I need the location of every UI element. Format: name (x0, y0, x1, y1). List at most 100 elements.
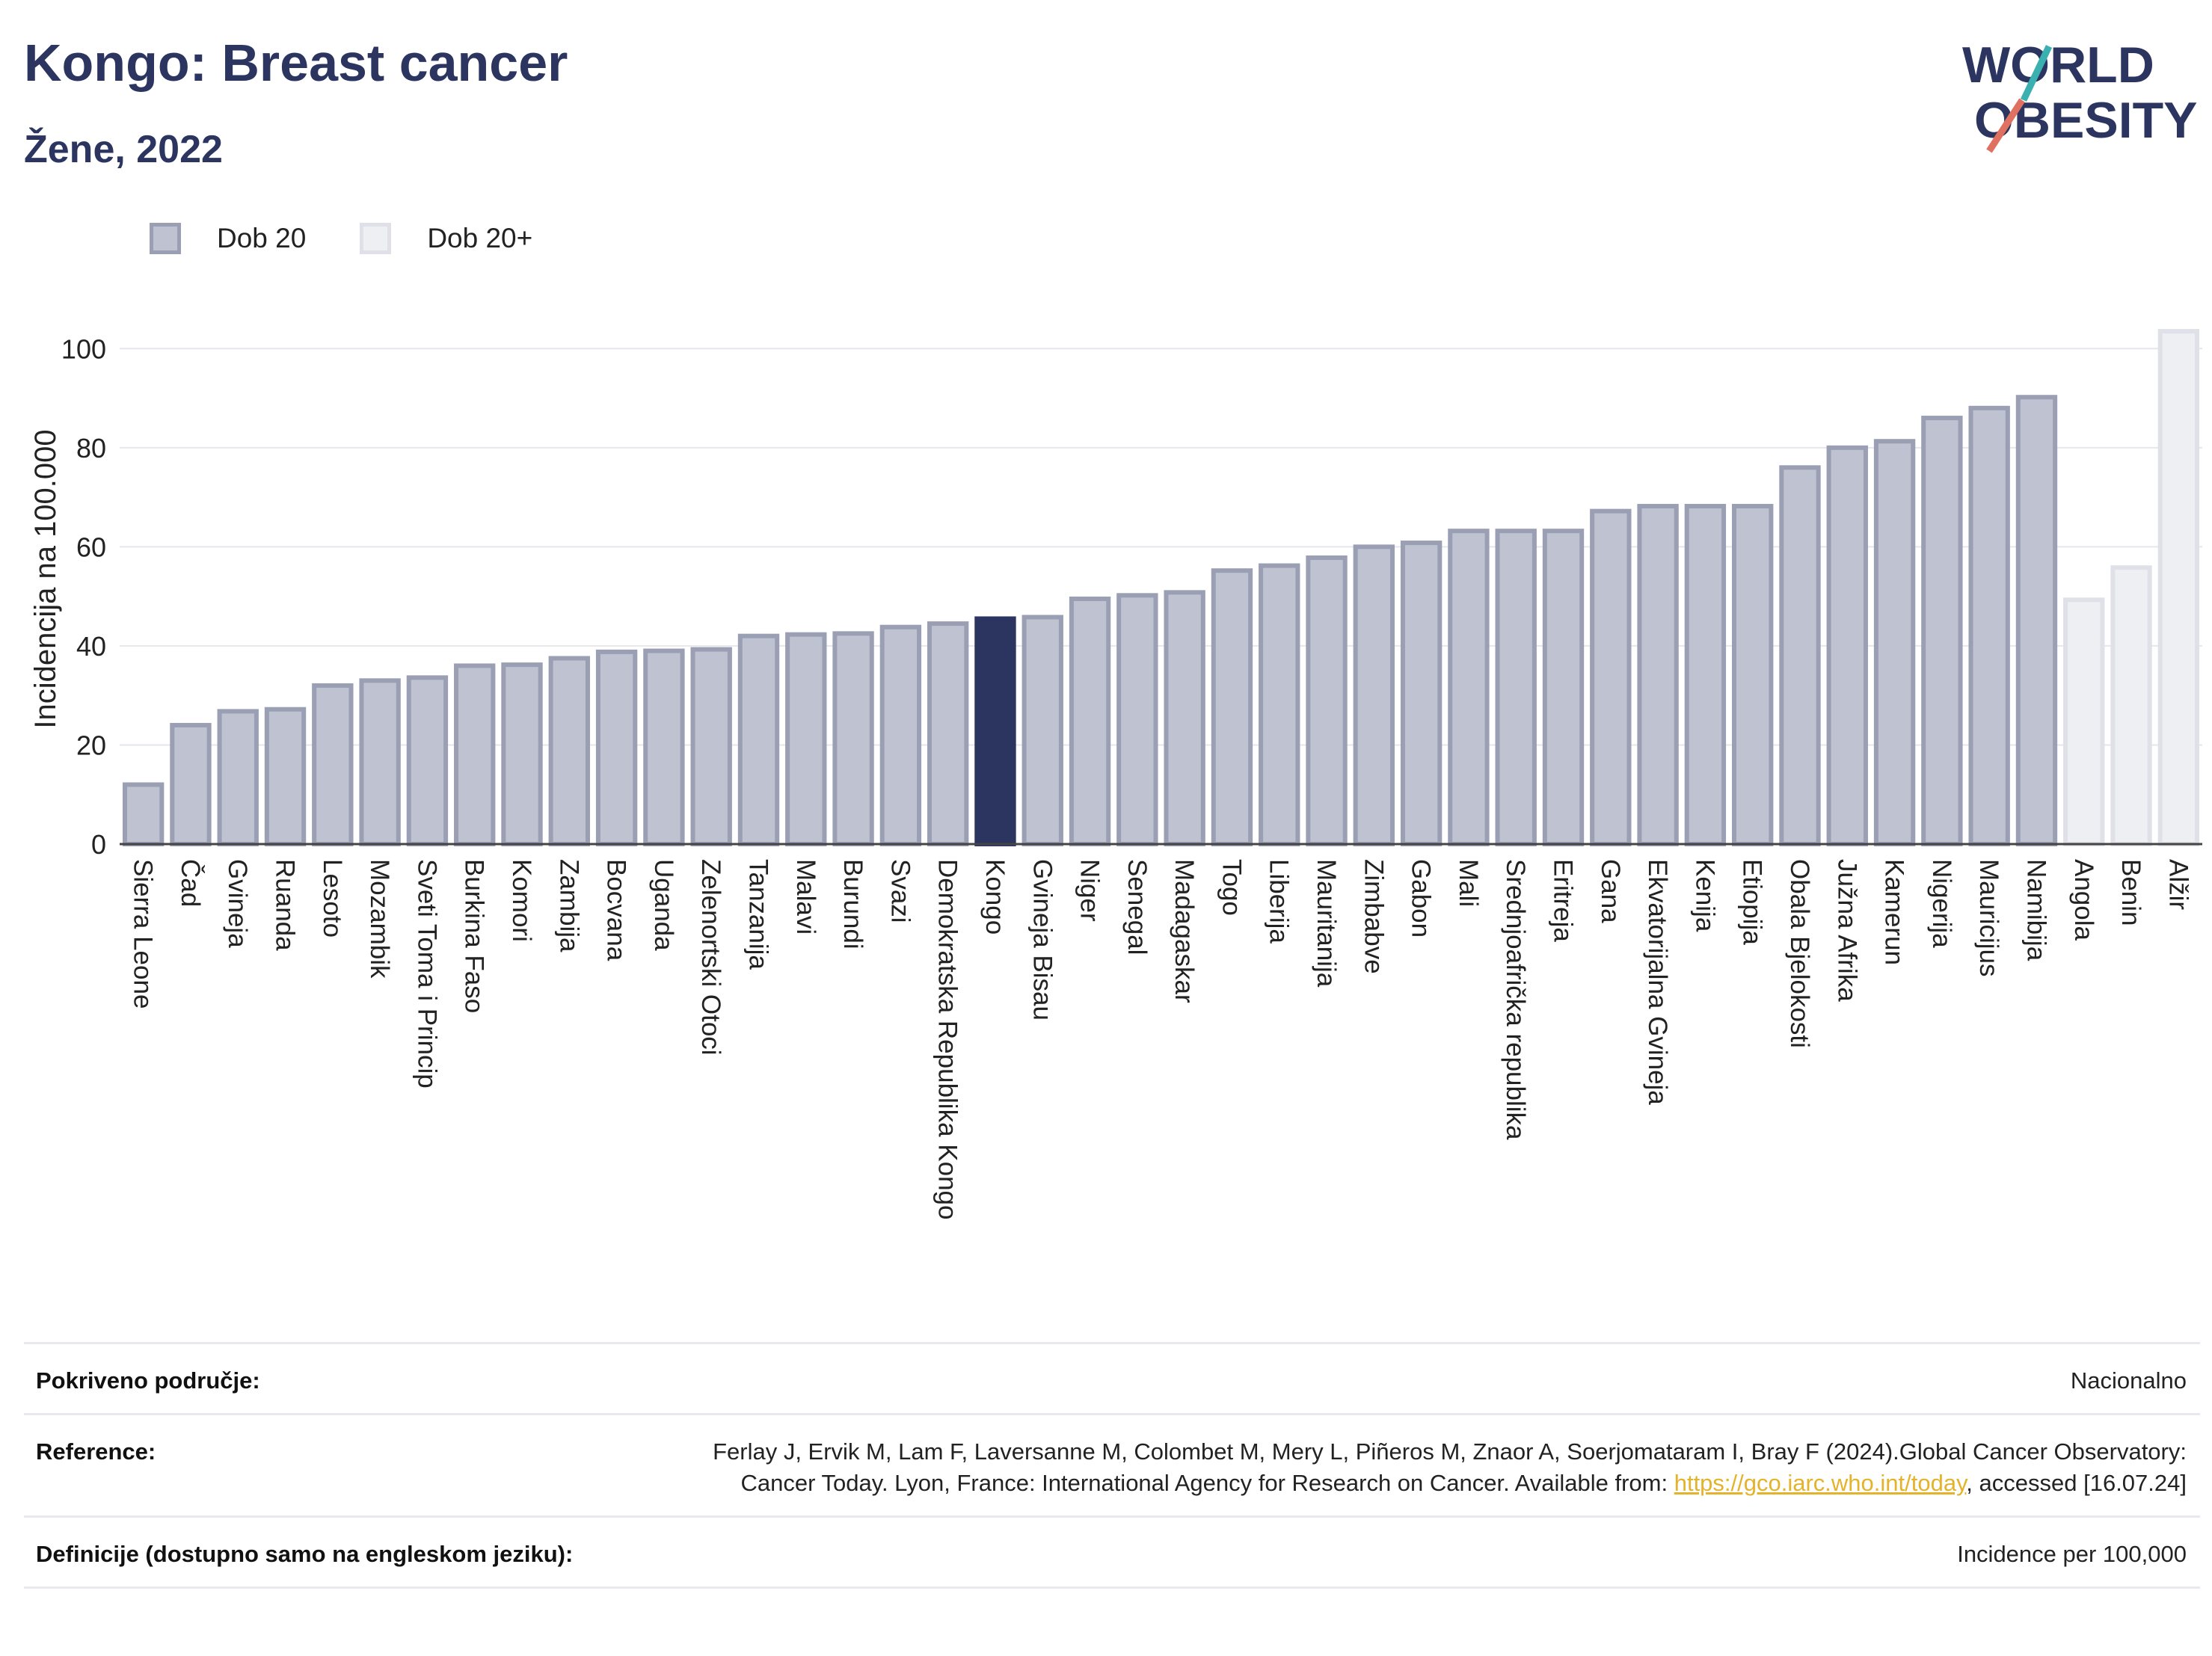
logo-slash-lower (1986, 98, 2025, 153)
bar (927, 621, 969, 846)
bar (595, 649, 638, 846)
y-tick-label: 100 (61, 333, 106, 364)
world-obesity-logo: WORLD OBESITY (1962, 37, 2198, 153)
category-label: Etiopija (1738, 859, 1767, 945)
legend-label-dob20: Dob 20 (217, 223, 307, 253)
bar (1779, 465, 1821, 846)
reference-accessed: , accessed [16.07.24] (1966, 1470, 2187, 1496)
y-tick-label: 60 (76, 532, 106, 562)
y-tick-label: 0 (91, 829, 106, 860)
category-label: Gabon (1407, 859, 1436, 938)
category-label: Liberija (1265, 859, 1294, 944)
info-table: Pokriveno područje: Nacionalno Reference… (24, 1342, 2200, 1589)
bar (170, 722, 212, 846)
bar (737, 633, 780, 846)
legend-label-dob20plus: Dob 20+ (427, 223, 533, 253)
bar (1211, 568, 1253, 846)
legend: Dob 20 Dob 20+ (150, 223, 586, 254)
category-label: Sierra Leone (129, 859, 158, 1009)
category-label: Niger (1075, 859, 1105, 922)
legend-item-dob20plus[interactable]: Dob 20+ (360, 223, 532, 254)
category-label: Čad (176, 859, 205, 907)
category-label: Nigerija (1927, 859, 1956, 948)
category-label: Srednjoafrička republika (1501, 859, 1530, 1140)
bar (690, 647, 732, 846)
category-label: Alžir (2163, 859, 2193, 910)
category-label: Burkina Faso (460, 859, 489, 1013)
bar (264, 707, 307, 846)
bar (2015, 395, 2058, 847)
bar (548, 656, 590, 846)
bar (1921, 416, 1963, 846)
bar (1590, 508, 1632, 846)
category-label: Obala Bjelokosti (1785, 859, 1814, 1048)
logo-slash-upper (2020, 45, 2053, 102)
info-value-coverage: Nacionalno (2070, 1367, 2187, 1394)
category-label: Namibija (2021, 859, 2050, 961)
bar (2063, 597, 2105, 846)
bar (1400, 541, 1443, 846)
bar (1353, 544, 1395, 846)
category-label: Kenija (1690, 859, 1719, 932)
y-axis-title: Incidencija na 100.000 (29, 429, 62, 728)
category-label: Mozambik (365, 859, 394, 979)
reference-link[interactable]: https://gco.iarc.who.int/today (1674, 1470, 1967, 1496)
bar (1164, 590, 1205, 846)
category-label: Malavi (791, 859, 820, 935)
category-label: Mauritanija (1312, 859, 1341, 988)
bar-chart: 0 20 40 60 80 100 Incidencija na 100.000 Sierra… (29, 329, 2202, 1219)
info-key-definitions: Definicije (dostupno samo na engleskom j… (36, 1541, 574, 1567)
bar (122, 782, 165, 846)
category-label: Demokratska Republika Kongo (933, 859, 962, 1219)
category-label: Lesoto (318, 859, 347, 938)
bar (217, 709, 259, 847)
category-label: Senegal (1122, 859, 1152, 955)
category-label: Zambija (554, 859, 583, 952)
category-label: Zimbabve (1359, 859, 1388, 974)
legend-swatch-dob20 (150, 223, 181, 254)
category-label: Madagaskar (1170, 859, 1199, 1003)
bar (1069, 596, 1111, 846)
info-row-coverage: Pokriveno područje: Nacionalno (24, 1342, 2200, 1413)
bar (1116, 593, 1158, 846)
bar (1542, 529, 1585, 846)
bar (1306, 555, 1348, 846)
bar (1732, 504, 1774, 846)
y-tick-label: 20 (76, 730, 106, 760)
y-tick-label: 80 (76, 433, 106, 464)
category-label: Južna Afrika (1832, 859, 1861, 1002)
bar (974, 616, 1016, 846)
category-label: Sveti Toma i Princip (412, 859, 441, 1089)
category-label: Uganda (649, 859, 678, 951)
info-row-definitions: Definicije (dostupno samo na engleskom j… (24, 1515, 2200, 1589)
category-label: Togo (1217, 859, 1246, 916)
legend-item-dob20[interactable]: Dob 20 (150, 223, 306, 254)
bar (2157, 329, 2200, 847)
category-label: Bocvana (602, 859, 631, 961)
category-label: Gana (1596, 859, 1625, 923)
legend-swatch-dob20plus (360, 223, 392, 254)
bar (359, 678, 401, 846)
chart-subtitle: Žene, 2022 (24, 128, 223, 171)
category-label: Mali (1454, 859, 1483, 907)
bar (1637, 504, 1679, 846)
info-key-reference: Reference: (36, 1438, 156, 1465)
bar (785, 632, 827, 846)
reference-text: Ferlay J, Ervik M, Lam F, Laversanne M, … (713, 1438, 2187, 1496)
category-label: Benin (2116, 859, 2145, 926)
category-label: Kongo (980, 859, 1010, 935)
bar (1021, 615, 1063, 846)
info-key-coverage: Pokriveno područje: (36, 1367, 260, 1394)
y-tick-label: 40 (76, 631, 106, 662)
bar (312, 683, 354, 846)
bar (501, 662, 543, 846)
bar (406, 675, 449, 846)
category-label: Ekvatorijalna Gvineja (1643, 859, 1672, 1105)
bar (2110, 565, 2152, 846)
bar (643, 648, 685, 846)
category-label: Angola (2069, 859, 2098, 941)
category-label: Kamerun (1880, 859, 1909, 965)
category-label: Zelenortski Otoci (696, 859, 725, 1056)
bar (879, 624, 922, 846)
bar (1873, 439, 1916, 847)
